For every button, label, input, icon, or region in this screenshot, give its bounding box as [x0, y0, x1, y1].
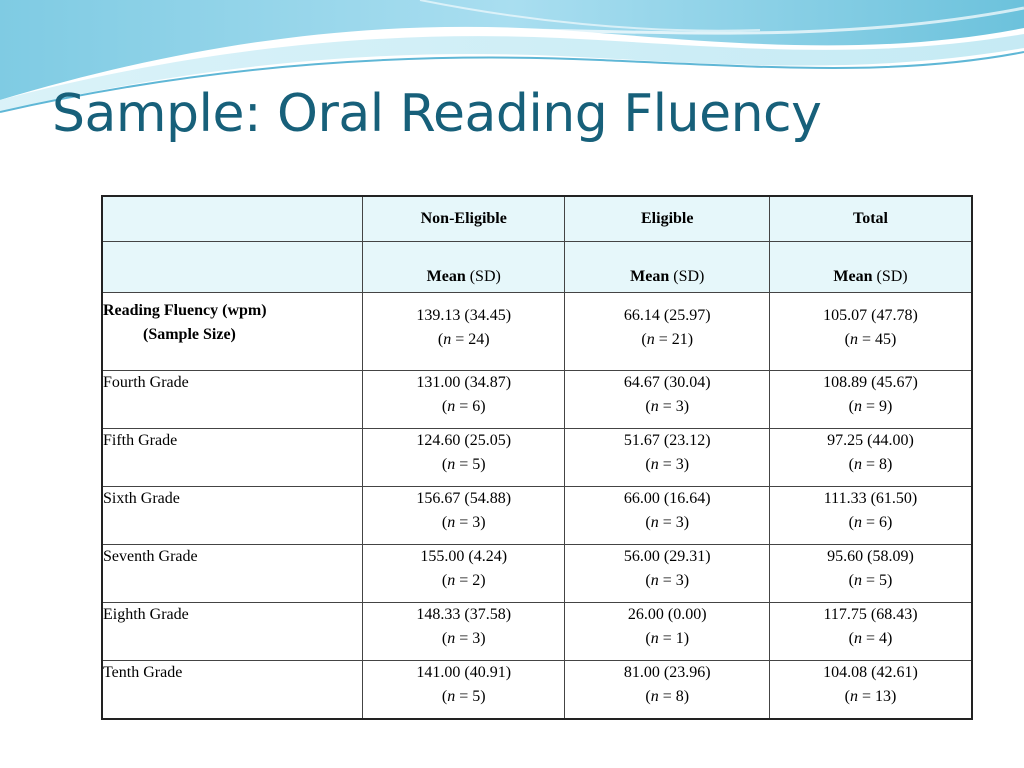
- stat-header-sd: (SD): [669, 268, 705, 285]
- row-label: Seventh Grade: [101, 544, 363, 603]
- sample-size: (n = 5): [848, 572, 893, 589]
- table-cell: 56.00 (29.31) (n = 3): [564, 544, 770, 603]
- mean-sd: 141.00 (40.91): [416, 664, 512, 681]
- sample-size: (n = 45): [844, 331, 897, 348]
- sample-size: (n = 3): [441, 630, 486, 647]
- sample-size: (n = 4): [848, 630, 893, 647]
- table-cell: 51.67 (23.12) (n = 3): [564, 428, 770, 487]
- table-cell: 95.60 (58.09) (n = 5): [768, 544, 973, 603]
- sample-size: (n = 2): [441, 572, 486, 589]
- summary-label-line1: Reading Fluency (wpm): [103, 302, 267, 319]
- sample-size: (n = 13): [844, 688, 897, 705]
- mean-sd: 104.08 (42.61): [823, 664, 918, 681]
- sample-size: (n = 3): [645, 398, 690, 415]
- sample-size: (n = 8): [645, 688, 690, 705]
- stat-header-mean: Mean: [630, 268, 670, 285]
- table-cell: 148.33 (37.58) (n = 3): [361, 602, 566, 661]
- table-row: Fifth Grade 124.60 (25.05) (n = 5) 51.67 (2…: [101, 428, 973, 487]
- mean-sd: 131.00 (34.87): [416, 374, 512, 391]
- mean-sd: 105.07 (47.78): [823, 307, 918, 324]
- summary-row: Reading Fluency (wpm) (Sample Size) 139.…: [101, 292, 973, 371]
- table-cell: 155.00 (4.24) (n = 2): [361, 544, 566, 603]
- summary-label-line2: (Sample Size): [143, 326, 236, 343]
- mean-sd: 97.25 (44.00): [827, 432, 914, 449]
- stat-header-sd: (SD): [872, 268, 908, 285]
- header-eligible: Eligible: [564, 195, 770, 242]
- table-cell: 156.67 (54.88) (n = 3): [361, 486, 566, 545]
- stat-header-sd: (SD): [465, 268, 501, 285]
- mean-sd: 124.60 (25.05): [416, 432, 512, 449]
- table-cell: 124.60 (25.05) (n = 5): [361, 428, 566, 487]
- corner-cell: [101, 241, 363, 293]
- grade-rows: Fourth Grade 131.00 (34.87) (n = 6) 64.67 (…: [101, 370, 973, 720]
- sample-size: (n = 9): [848, 398, 893, 415]
- mean-sd: 117.75 (68.43): [823, 606, 918, 623]
- table-cell: 104.08 (42.61) (n = 13): [768, 660, 973, 720]
- mean-sd: 111.33 (61.50): [823, 490, 918, 507]
- table-row: Eighth Grade 148.33 (37.58) (n = 3) 26.00 (…: [101, 602, 973, 661]
- sample-size: (n = 3): [441, 514, 486, 531]
- mean-sd: 66.14 (25.97): [623, 307, 711, 324]
- table-cell: 81.00 (23.96) (n = 8): [564, 660, 770, 720]
- stat-header: Mean (SD): [361, 241, 566, 293]
- mean-sd: 156.67 (54.88): [416, 490, 512, 507]
- row-label: Sixth Grade: [101, 486, 363, 545]
- sample-size: (n = 8): [848, 456, 893, 473]
- table-cell: 141.00 (40.91) (n = 5): [361, 660, 566, 720]
- sample-size: (n = 1): [645, 630, 690, 647]
- table-cell: 111.33 (61.50) (n = 6): [768, 486, 973, 545]
- mean-sd: 108.89 (45.67): [823, 374, 918, 391]
- mean-sd: 95.60 (58.09): [827, 548, 914, 565]
- sample-size: (n = 24): [437, 331, 490, 348]
- table-cell: 139.13 (34.45) (n = 24): [361, 292, 566, 371]
- table-cell: 66.14 (25.97) (n = 21): [564, 292, 770, 371]
- sample-size: (n = 3): [645, 572, 690, 589]
- row-label: Fifth Grade: [101, 428, 363, 487]
- stat-header: Mean (SD): [564, 241, 770, 293]
- table-cell: 26.00 (0.00) (n = 1): [564, 602, 770, 661]
- decorative-wave-banner: [0, 0, 1024, 113]
- mean-sd: 148.33 (37.58): [416, 606, 512, 623]
- table-cell: 97.25 (44.00) (n = 8): [768, 428, 973, 487]
- sample-size: (n = 3): [645, 456, 690, 473]
- sample-size: (n = 21): [641, 331, 694, 348]
- mean-sd: 81.00 (23.96): [623, 664, 711, 681]
- table-cell: 64.67 (30.04) (n = 3): [564, 370, 770, 429]
- table-cell: 131.00 (34.87) (n = 6): [361, 370, 566, 429]
- table-row: Seventh Grade 155.00 (4.24) (n = 2) 56.00 (…: [101, 544, 973, 603]
- table-cell: 117.75 (68.43) (n = 4): [768, 602, 973, 661]
- table-row: Sixth Grade 156.67 (54.88) (n = 3) 66.00 (1…: [101, 486, 973, 545]
- stat-header-mean: Mean: [426, 268, 466, 285]
- sample-size: (n = 3): [645, 514, 690, 531]
- table-cell: 66.00 (16.64) (n = 3): [564, 486, 770, 545]
- corner-cell: [101, 195, 363, 242]
- stat-header-mean: Mean: [833, 268, 873, 285]
- row-label: Tenth Grade: [101, 660, 363, 720]
- sample-size: (n = 6): [441, 398, 486, 415]
- group-header-row: Non-Eligible Eligible Total: [101, 195, 973, 242]
- table-row: Tenth Grade 141.00 (40.91) (n = 5) 81.00 (2…: [101, 660, 973, 720]
- stat-header-row: Mean (SD) Mean (SD) Mean (SD): [101, 241, 973, 293]
- slide-title: Sample: Oral Reading Fluency: [52, 84, 822, 144]
- row-label: Fourth Grade: [101, 370, 363, 429]
- row-label: Eighth Grade: [101, 602, 363, 661]
- header-total: Total: [768, 195, 973, 242]
- sample-size: (n = 5): [441, 456, 486, 473]
- fluency-table: Non-Eligible Eligible Total Mean (SD) Me…: [101, 195, 973, 720]
- sample-size: (n = 5): [441, 688, 486, 705]
- mean-sd: 66.00 (16.64): [623, 490, 711, 507]
- stat-header: Mean (SD): [768, 241, 973, 293]
- mean-sd: 51.67 (23.12): [623, 432, 711, 449]
- mean-sd: 26.00 (0.00): [627, 606, 707, 623]
- mean-sd: 139.13 (34.45): [416, 307, 512, 324]
- mean-sd: 64.67 (30.04): [623, 374, 711, 391]
- table-row: Fourth Grade 131.00 (34.87) (n = 6) 64.67 (…: [101, 370, 973, 429]
- header-non-eligible: Non-Eligible: [361, 195, 566, 242]
- sample-size: (n = 6): [848, 514, 893, 531]
- table-cell: 105.07 (47.78) (n = 45): [768, 292, 973, 371]
- table-cell: 108.89 (45.67) (n = 9): [768, 370, 973, 429]
- mean-sd: 56.00 (29.31): [623, 548, 711, 565]
- summary-row-label: Reading Fluency (wpm) (Sample Size): [101, 292, 363, 371]
- mean-sd: 155.00 (4.24): [420, 548, 508, 565]
